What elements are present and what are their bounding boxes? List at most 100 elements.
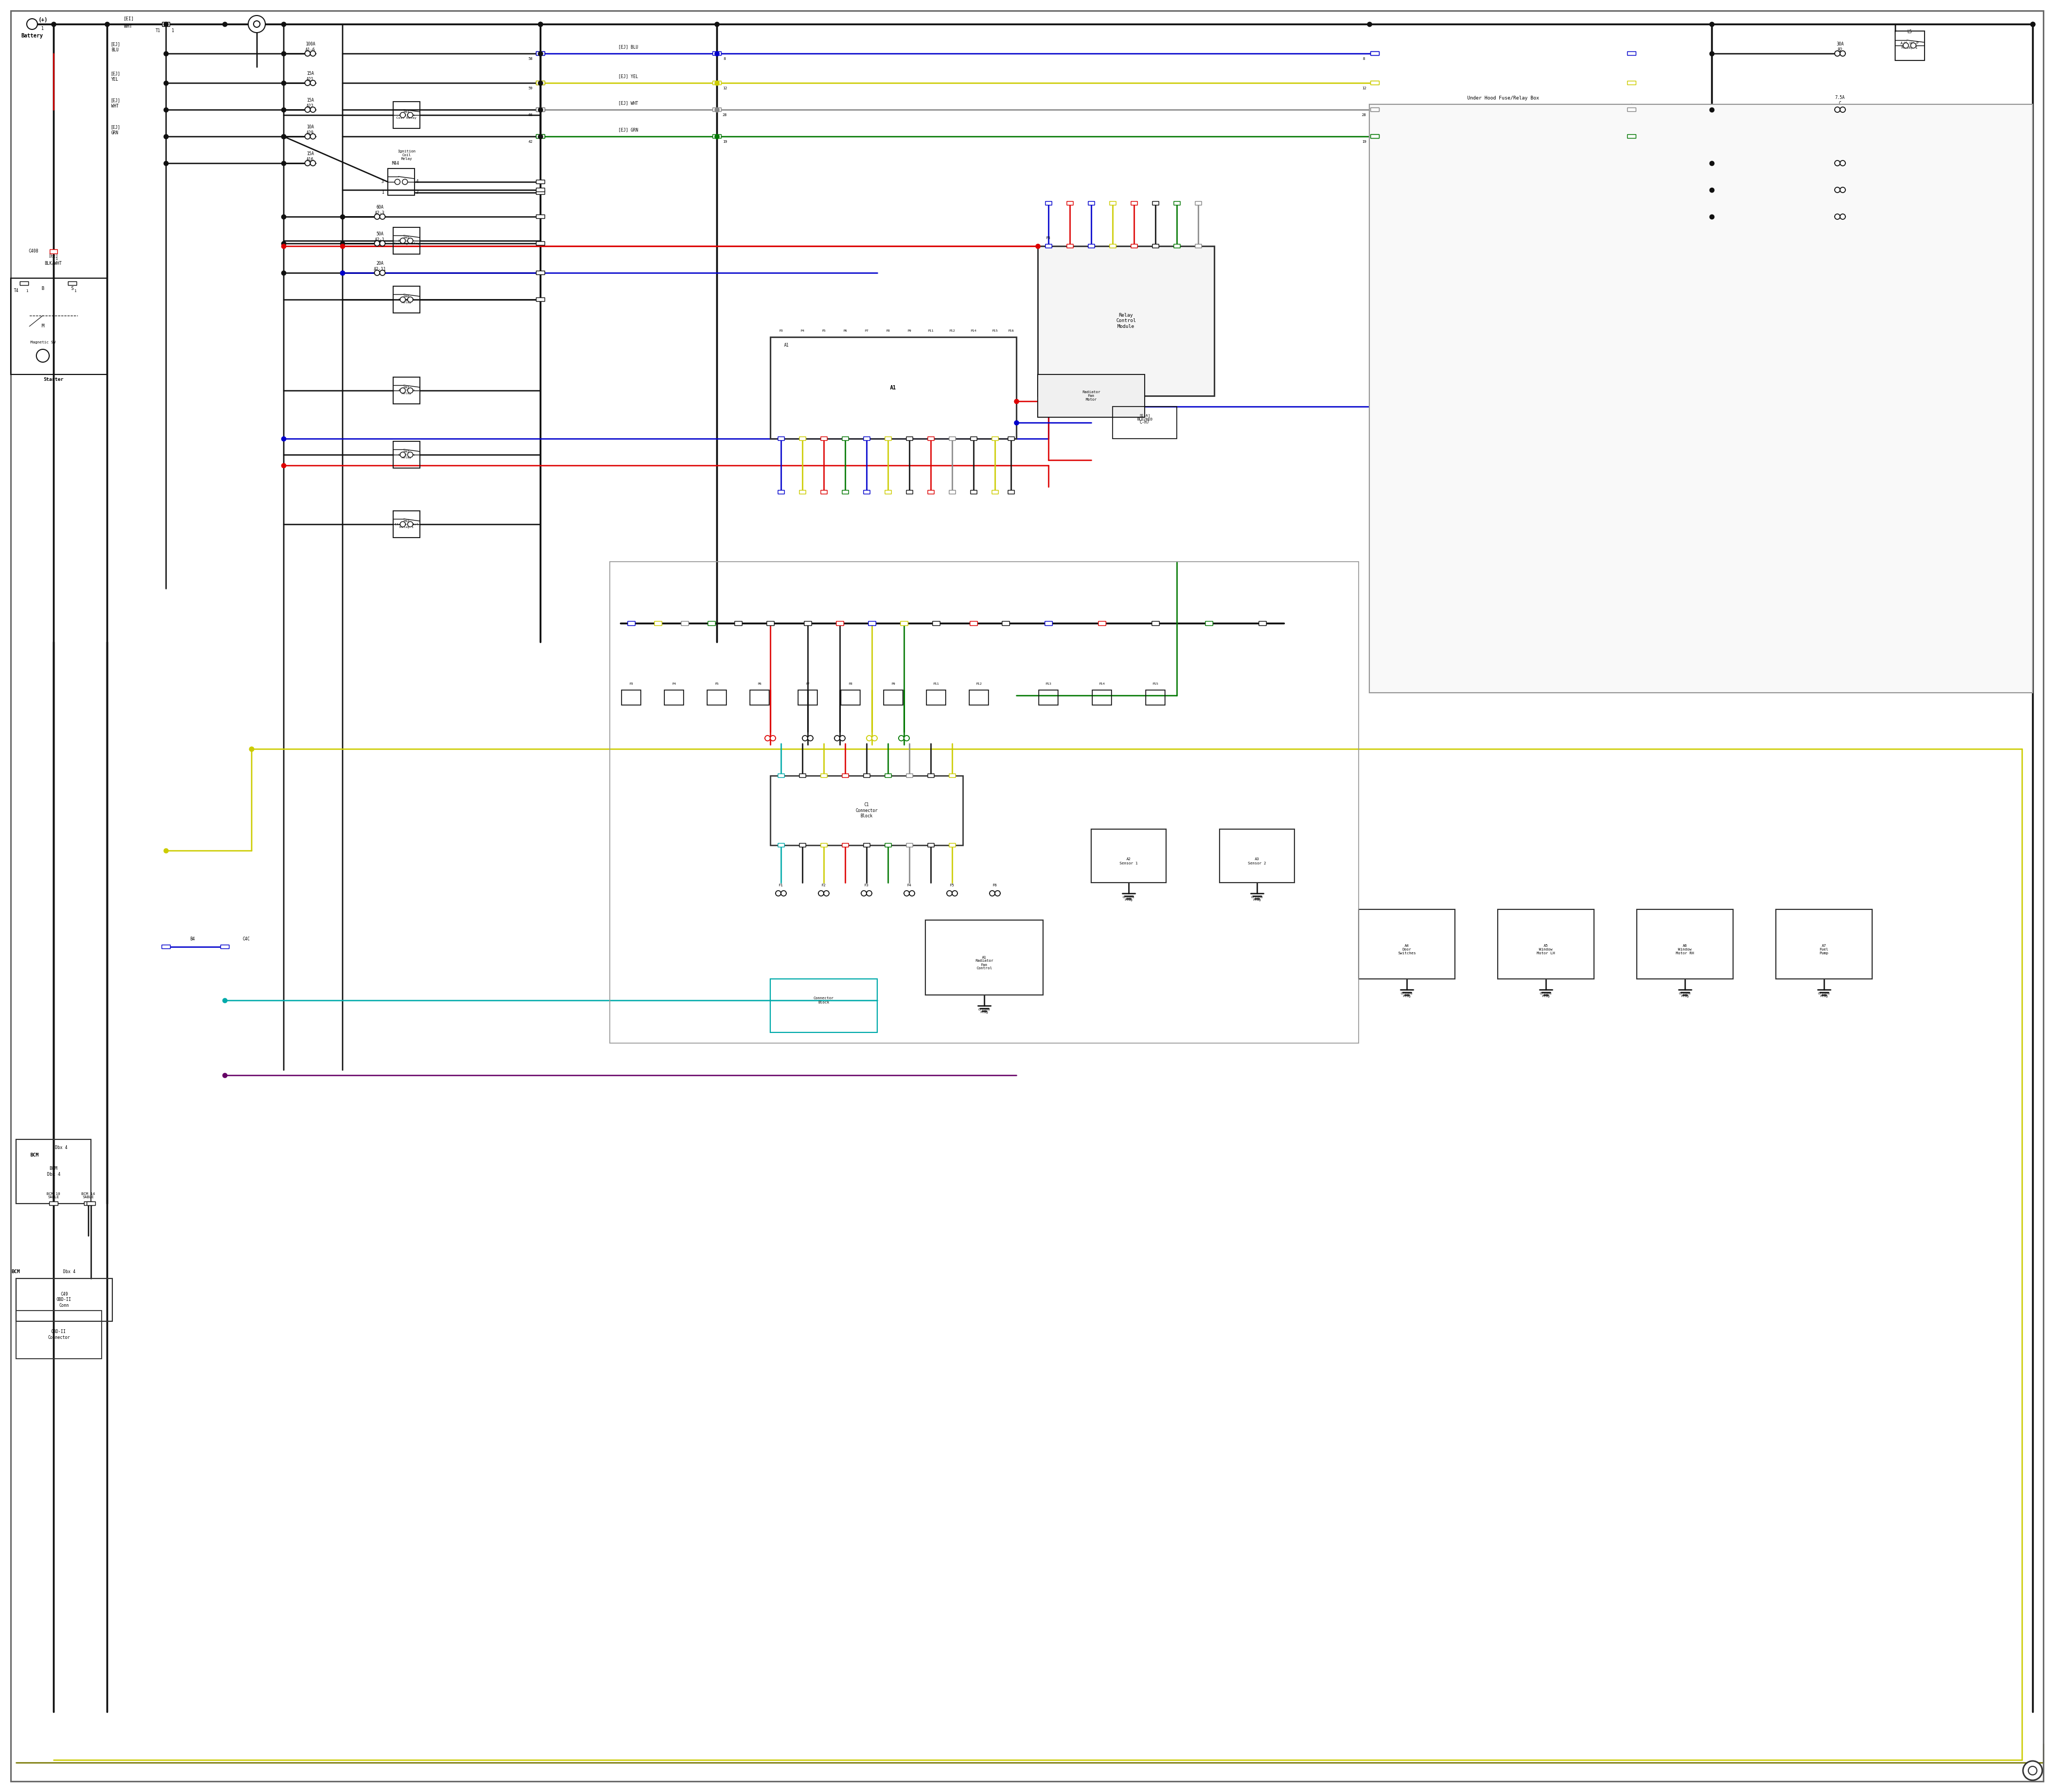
Text: 30A
B2: 30A B2 — [1836, 41, 1844, 52]
Bar — [536, 52, 544, 56]
Text: IL-1
BRN: IL-1 BRN — [1834, 152, 1844, 161]
Bar — [820, 774, 828, 778]
Bar — [883, 690, 904, 704]
Bar — [1132, 244, 1138, 247]
Text: Ground
Plug: Ground Plug — [1540, 993, 1553, 998]
Bar — [713, 108, 721, 111]
Text: Dbx 4: Dbx 4 — [64, 1271, 76, 1274]
Bar — [778, 489, 785, 495]
Circle shape — [1834, 108, 1840, 113]
Bar — [949, 489, 955, 495]
Text: P6: P6 — [842, 330, 846, 332]
Bar — [49, 1201, 58, 1206]
Bar — [1091, 830, 1167, 883]
Bar — [1132, 201, 1138, 204]
Text: Ground
Plug: Ground Plug — [1124, 896, 1134, 901]
Text: M42
Starter Ctrl
Relay 1: M42 Starter Ctrl Relay 1 — [394, 520, 419, 529]
Bar — [1370, 108, 1378, 111]
Bar — [1561, 315, 1604, 358]
Bar — [836, 622, 844, 625]
Circle shape — [380, 213, 386, 219]
Bar — [392, 102, 419, 129]
Bar — [21, 281, 29, 285]
Text: 15A
A22: 15A A22 — [306, 99, 314, 109]
Circle shape — [304, 50, 310, 56]
Circle shape — [824, 891, 830, 896]
Circle shape — [27, 18, 37, 29]
Bar — [820, 437, 828, 441]
Bar — [713, 81, 721, 84]
Bar — [653, 622, 661, 625]
Circle shape — [840, 735, 844, 740]
Text: P8: P8 — [848, 683, 852, 685]
Bar — [536, 179, 544, 183]
Bar — [799, 842, 805, 848]
Text: P6: P6 — [758, 683, 762, 685]
Circle shape — [994, 891, 1000, 896]
Circle shape — [380, 240, 386, 246]
Text: IL-B
BL: IL-B BL — [1900, 167, 1908, 176]
Text: L5: L5 — [1906, 30, 1912, 34]
Bar — [536, 108, 544, 111]
Bar — [770, 337, 1017, 439]
Bar — [885, 489, 891, 495]
Bar — [735, 622, 741, 625]
Circle shape — [1904, 43, 1908, 48]
Circle shape — [861, 891, 867, 896]
Text: Ground
Plug: Ground Plug — [978, 1009, 990, 1014]
Circle shape — [401, 238, 405, 244]
Text: 7.5A
C
Conn: 7.5A C Conn — [1834, 95, 1844, 111]
Bar — [1220, 830, 1294, 883]
Bar — [536, 81, 544, 84]
Text: 58: 58 — [528, 57, 532, 61]
Bar — [68, 281, 76, 285]
Bar — [536, 52, 544, 56]
Bar — [16, 1278, 113, 1321]
Bar — [770, 776, 963, 846]
Text: M44: M44 — [392, 161, 401, 165]
Circle shape — [817, 891, 824, 896]
Circle shape — [900, 735, 904, 740]
Text: 60A
A2-3: 60A A2-3 — [374, 204, 384, 215]
Circle shape — [781, 891, 787, 896]
Bar — [682, 622, 688, 625]
Text: B4: B4 — [191, 937, 195, 941]
Circle shape — [407, 387, 413, 392]
Text: P9: P9 — [908, 330, 912, 332]
Circle shape — [904, 735, 910, 740]
Text: Connector
Block: Connector Block — [813, 996, 834, 1004]
Bar — [1109, 201, 1115, 204]
Text: C-H7: C-H7 — [1140, 419, 1150, 425]
Circle shape — [807, 735, 813, 740]
Text: P14: P14 — [1099, 683, 1105, 685]
Bar — [1045, 622, 1052, 625]
Bar — [863, 437, 869, 441]
Bar — [1089, 244, 1095, 247]
Circle shape — [401, 387, 405, 392]
Bar — [1146, 690, 1165, 704]
Circle shape — [1840, 213, 1844, 219]
Text: BCM 14
SABLE: BCM 14 SABLE — [82, 1192, 94, 1199]
Text: Radiator
Fan
Motor: Radiator Fan Motor — [1082, 391, 1101, 401]
Text: A5
Window
Motor LH: A5 Window Motor LH — [1536, 944, 1555, 955]
Bar — [820, 842, 828, 848]
Text: P8: P8 — [885, 330, 889, 332]
Bar — [906, 842, 912, 848]
Circle shape — [953, 891, 957, 896]
Text: Battery: Battery — [21, 34, 43, 38]
Bar — [86, 1201, 94, 1206]
Text: A6
Window
Motor RH: A6 Window Motor RH — [1676, 944, 1695, 955]
Circle shape — [310, 161, 316, 167]
Bar — [626, 622, 635, 625]
Bar — [392, 441, 419, 468]
Bar — [928, 489, 935, 495]
Text: 4: 4 — [417, 179, 419, 185]
Bar — [885, 774, 891, 778]
Circle shape — [310, 50, 316, 56]
Circle shape — [37, 349, 49, 362]
Bar — [803, 622, 811, 625]
Bar — [926, 919, 1043, 995]
Bar — [709, 622, 715, 625]
Circle shape — [1834, 50, 1840, 56]
Bar — [949, 774, 955, 778]
